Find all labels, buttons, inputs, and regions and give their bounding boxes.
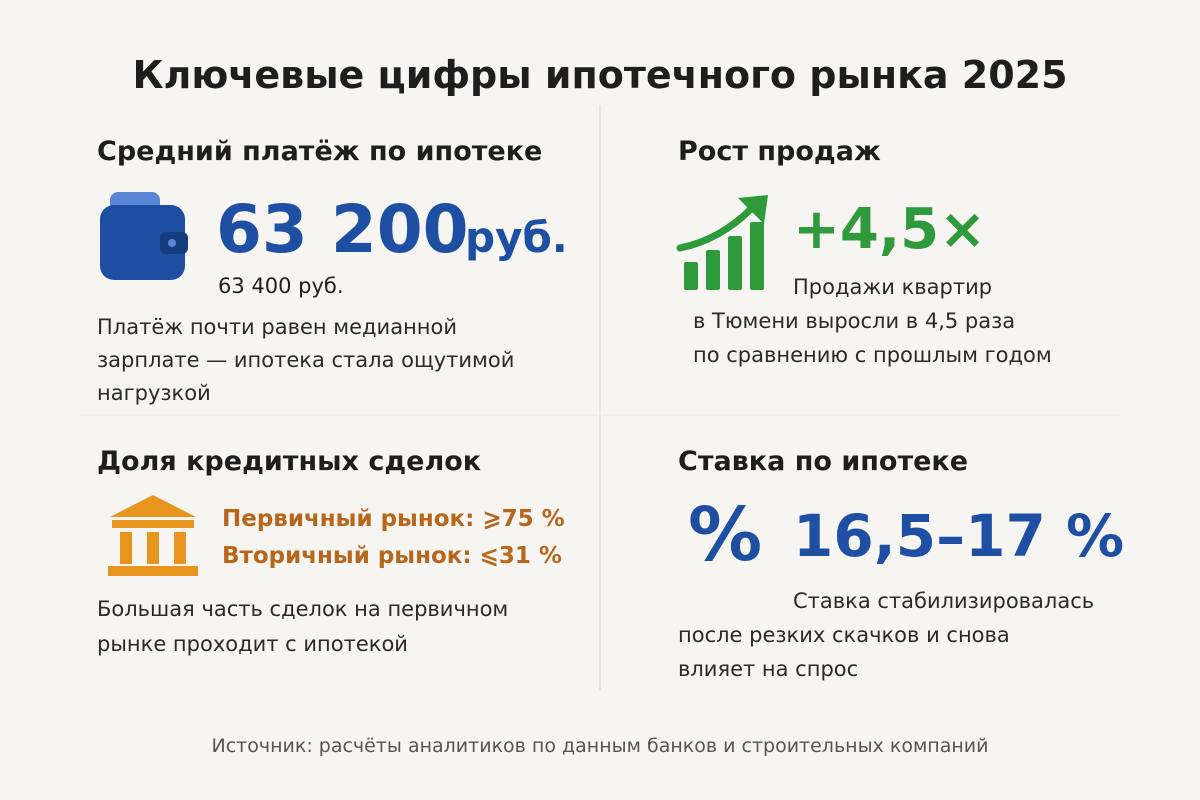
description: Платёж почти равен медианной <box>97 315 457 339</box>
share-line: Вторичный рынок: ⩽31 % <box>222 543 562 569</box>
panel-heading: Рост продаж <box>678 136 881 167</box>
panel-heading: Доля кредитных сделок <box>97 446 481 477</box>
growth-icon <box>676 195 768 290</box>
description: Продажи квартир <box>793 275 992 299</box>
panel-heading: Ставка по ипотеке <box>678 446 968 477</box>
unit: руб. <box>465 213 568 262</box>
sub-value: 63 400 руб. <box>218 274 344 298</box>
description: влияет на спрос <box>678 657 858 681</box>
panel-heading: Средний платёж по ипотеке <box>97 136 542 167</box>
description: нагрузкой <box>97 381 211 405</box>
description: Большая часть сделок на первичном <box>97 597 508 621</box>
description: рынке проходит с ипотекой <box>97 632 408 656</box>
big-value: 16,5–17 % <box>793 502 1124 570</box>
big-value: +4,5× <box>793 197 986 262</box>
share-line: Первичный рынок: ⩾75 % <box>222 506 565 532</box>
description: в Тюмени выросли в 4,5 раза <box>693 309 1015 333</box>
description: по сравнению с прошлым годом <box>693 343 1052 367</box>
title: Ключевые цифры ипотечного рынка 2025 <box>132 53 1067 97</box>
percent-icon: % <box>688 492 762 578</box>
description: после резких скачков и снова <box>678 623 1010 647</box>
big-value: 63 200 <box>216 191 469 268</box>
wallet-icon <box>100 192 188 280</box>
description: Ставка стабилизировалась <box>793 589 1094 613</box>
description: зарплате — ипотека стала ощутимой <box>97 348 514 372</box>
bank-icon <box>108 495 198 576</box>
source: Источник: расчёты аналитиков по данным б… <box>212 735 989 757</box>
